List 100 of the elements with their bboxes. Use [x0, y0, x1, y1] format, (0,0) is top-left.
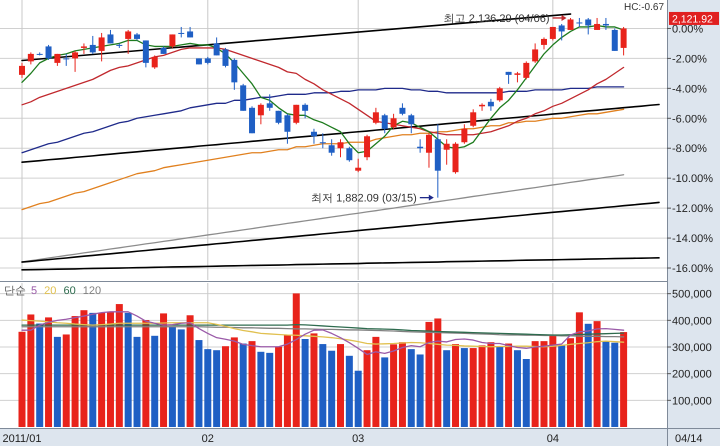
bar [186, 315, 194, 427]
bar [72, 316, 79, 427]
candlestick [231, 58, 238, 90]
candlestick [408, 113, 414, 134]
candlestick [382, 113, 388, 134]
bar [390, 344, 398, 427]
text: 04/14 [675, 433, 703, 445]
bar [381, 357, 388, 427]
candlestick [338, 138, 344, 158]
bar [425, 322, 432, 427]
candlestick [187, 26, 194, 38]
y-tick-label: 200,000 [672, 368, 712, 381]
candlestick [417, 138, 424, 154]
text: 2,121.92 [672, 13, 714, 26]
legend-title: 단순 [4, 285, 26, 297]
bar [434, 318, 442, 427]
line-series [21, 13, 572, 62]
candlestick [328, 138, 335, 156]
candlestick [80, 42, 87, 54]
candlestick [364, 134, 370, 161]
candlestick [514, 71, 520, 83]
text: 20 [44, 285, 56, 297]
y-tick-label: -16.00% [672, 263, 714, 276]
candlestick [142, 40, 149, 68]
y-tick-label: -12.00% [672, 203, 714, 216]
bar [168, 326, 176, 427]
bar [611, 342, 618, 427]
bar [505, 344, 512, 427]
bar [470, 348, 477, 427]
bar [98, 312, 106, 427]
x-tick-label: 03 [352, 433, 364, 445]
y-tick-label: -2.00% [672, 53, 708, 66]
candlestick [346, 146, 352, 162]
bar [151, 336, 158, 427]
candlestick [355, 158, 362, 173]
candlestick [310, 128, 317, 144]
y-tick-label: 500,000 [672, 288, 712, 301]
candlestick [98, 32, 105, 62]
bar [178, 329, 185, 427]
candlestick [496, 86, 503, 102]
bar [302, 339, 309, 427]
annotation: 최저 1,882.09 (03/15) [311, 192, 417, 205]
candlestick [28, 52, 34, 65]
y-tick-label: 400,000 [672, 315, 712, 328]
candlestick [284, 113, 290, 144]
bar [549, 336, 556, 427]
bar [222, 346, 229, 427]
bar [496, 346, 504, 427]
line-series [21, 104, 660, 163]
x-tick-label: 04 [546, 433, 559, 445]
candlestick [19, 62, 25, 78]
candlestick [258, 102, 264, 125]
candlestick [620, 26, 627, 56]
bar [567, 338, 574, 427]
bar [54, 336, 61, 427]
candlestick [399, 102, 406, 116]
candlestick [390, 113, 397, 130]
y-tick-label: 100,000 [672, 395, 712, 408]
bar [36, 324, 44, 427]
x-tick-label: 02 [202, 433, 214, 445]
candlestick [470, 108, 476, 128]
bar [275, 346, 282, 427]
bar [18, 332, 26, 427]
candlestick [169, 34, 176, 48]
bar [522, 359, 530, 427]
candlestick [293, 104, 300, 125]
bar [62, 334, 70, 427]
bar [584, 324, 592, 427]
bar [230, 337, 238, 427]
bar [337, 344, 344, 427]
candlestick [46, 44, 52, 60]
bar [602, 341, 610, 427]
y-tick-label: -4.00% [672, 83, 708, 96]
candlestick [426, 132, 432, 168]
candlestick [540, 36, 547, 50]
bar [460, 348, 468, 427]
bar [45, 317, 52, 427]
candlestick [302, 102, 308, 119]
bar [398, 342, 406, 427]
bar [89, 312, 96, 427]
candlestick [320, 132, 326, 149]
candlestick [612, 28, 618, 52]
candlestick [585, 17, 592, 35]
bar [80, 310, 88, 427]
bar [27, 314, 34, 427]
candlestick [550, 26, 556, 41]
line-series [21, 324, 624, 336]
bar [310, 333, 318, 427]
candlestick [558, 23, 565, 41]
bar [364, 350, 371, 427]
bar [124, 312, 132, 427]
bar [514, 350, 521, 427]
y-tick-label: -14.00% [672, 233, 714, 246]
candlestick [488, 98, 494, 112]
line-series [21, 326, 624, 338]
bar [452, 344, 460, 427]
bar [372, 336, 380, 427]
bar [284, 335, 291, 427]
line-series [21, 311, 624, 356]
bar [478, 345, 486, 427]
